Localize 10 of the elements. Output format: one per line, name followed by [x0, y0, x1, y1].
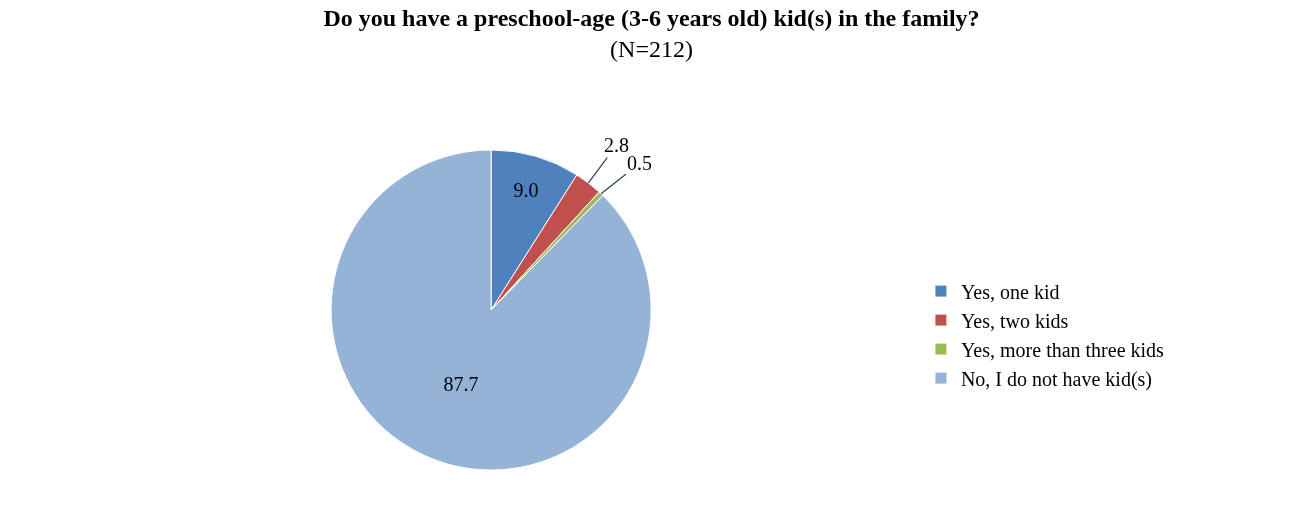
data-label: 9.0 [513, 178, 539, 201]
legend-label: Yes, more than three kids [960, 338, 1165, 361]
legend-label: Yes, two kids [960, 309, 1069, 332]
chart-title: Do you have a preschool-age (3-6 years old) kid(s) in the family? [323, 4, 980, 31]
data-label: 0.5 [627, 152, 652, 174]
chart-subtitle: (N=212) [610, 35, 693, 62]
data-label: 2.8 [604, 134, 629, 156]
legend-label: Yes, one kid [960, 280, 1060, 303]
data-label: 87.7 [443, 373, 479, 396]
legend-label: No, I do not have kid(s) [960, 367, 1153, 391]
